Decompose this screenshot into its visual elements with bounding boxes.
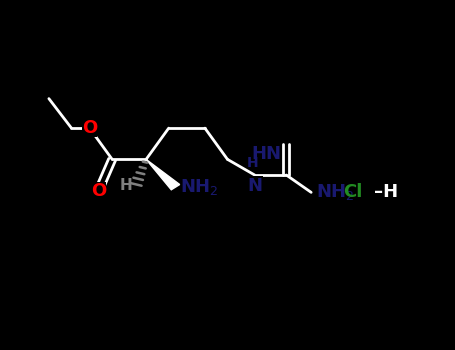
Text: O: O [91, 182, 106, 199]
Text: O: O [82, 119, 97, 137]
Text: H: H [247, 156, 258, 170]
Polygon shape [146, 159, 180, 190]
Text: NH$_2$: NH$_2$ [316, 182, 354, 202]
Text: H: H [120, 178, 132, 193]
Text: Cl: Cl [343, 183, 362, 201]
Text: –H: –H [374, 183, 399, 201]
Text: HN: HN [252, 146, 282, 163]
Text: NH$_2$: NH$_2$ [180, 177, 218, 197]
Text: N: N [247, 177, 262, 195]
